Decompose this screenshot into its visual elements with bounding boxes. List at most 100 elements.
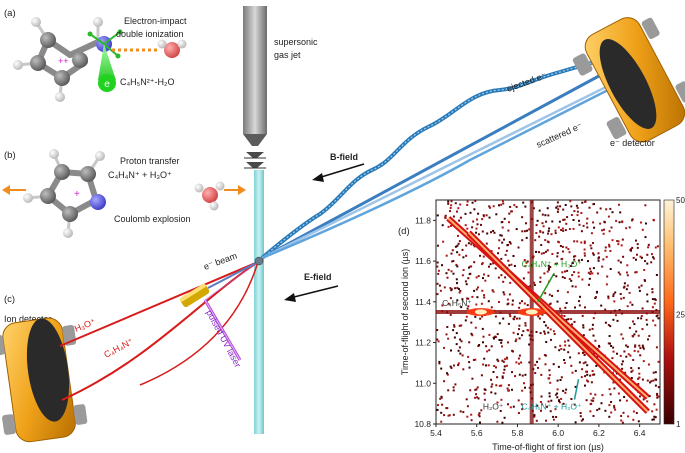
noise-pixel <box>534 239 537 242</box>
noise-pixel <box>656 396 659 399</box>
noise-pixel <box>489 206 492 209</box>
noise-pixel <box>616 319 619 322</box>
noise-pixel <box>522 330 525 333</box>
noise-pixel <box>535 331 538 333</box>
laser-label: pulsed UV laser <box>204 308 243 369</box>
noise-pixel <box>625 355 628 358</box>
noise-pixel <box>647 243 650 246</box>
noise-pixel <box>596 211 599 214</box>
y-tick-label: 11.2 <box>415 338 431 348</box>
noise-pixel <box>572 227 575 230</box>
noise-pixel <box>477 397 480 400</box>
noise-pixel <box>447 302 450 305</box>
noise-pixel <box>587 260 589 263</box>
ion-detector <box>0 317 88 443</box>
noise-pixel <box>636 253 638 256</box>
noise-pixel <box>523 382 525 385</box>
noise-pixel <box>539 230 542 233</box>
noise-pixel <box>457 349 460 352</box>
noise-pixel <box>627 415 630 418</box>
noise-pixel <box>584 200 586 203</box>
noise-pixel <box>608 243 611 246</box>
noise-pixel <box>646 262 649 265</box>
noise-pixel <box>443 346 445 349</box>
noise-pixel <box>652 371 655 374</box>
noise-pixel <box>653 403 656 406</box>
noise-pixel <box>545 419 547 422</box>
noise-pixel <box>437 244 439 247</box>
panel-b-reaction: C₄H₄N⁺ + H₃O⁺ <box>108 170 172 180</box>
noise-pixel <box>591 327 594 330</box>
noise-pixel <box>533 414 536 417</box>
noise-pixel <box>545 250 547 253</box>
noise-pixel <box>482 255 485 258</box>
noise-pixel <box>612 318 615 321</box>
noise-pixel <box>498 247 500 250</box>
noise-pixel <box>439 397 442 400</box>
noise-pixel <box>580 258 583 261</box>
noise-pixel <box>592 397 595 400</box>
noise-pixel <box>590 402 593 405</box>
noise-pixel <box>618 378 621 381</box>
noise-pixel <box>533 284 536 286</box>
noise-pixel <box>591 373 594 376</box>
noise-pixel <box>632 359 635 361</box>
annotation-label: C₄H₅N⁺ + H₂O⁺ <box>522 402 583 412</box>
noise-pixel <box>469 389 472 392</box>
noise-pixel <box>474 326 477 329</box>
noise-pixel <box>612 346 615 349</box>
noise-pixel <box>518 373 521 376</box>
noise-pixel <box>451 249 454 252</box>
noise-pixel <box>454 202 457 205</box>
noise-pixel <box>596 272 599 275</box>
noise-pixel <box>458 219 461 222</box>
noise-pixel <box>580 419 583 422</box>
noise-pixel <box>457 234 459 237</box>
noise-pixel <box>528 386 531 389</box>
noise-pixel <box>637 383 640 385</box>
noise-pixel <box>561 257 564 260</box>
noise-pixel <box>568 344 571 347</box>
noise-pixel <box>467 297 470 300</box>
noise-pixel <box>612 381 615 384</box>
noise-pixel <box>453 324 456 327</box>
noise-pixel <box>590 247 593 250</box>
noise-pixel <box>584 384 586 387</box>
noise-pixel <box>458 346 461 349</box>
noise-pixel <box>637 317 640 320</box>
noise-pixel <box>631 303 634 306</box>
noise-pixel <box>541 403 544 406</box>
coincidence-line <box>467 231 649 413</box>
noise-pixel <box>470 321 473 324</box>
noise-pixel <box>609 268 612 270</box>
noise-pixel <box>447 389 450 392</box>
noise-pixel <box>576 240 579 243</box>
noise-pixel <box>508 293 511 296</box>
noise-pixel <box>459 410 462 413</box>
noise-pixel <box>549 410 552 413</box>
noise-pixel <box>559 344 562 347</box>
noise-pixel <box>590 399 593 402</box>
noise-pixel <box>499 410 502 412</box>
noise-pixel <box>459 352 462 355</box>
noise-pixel <box>486 232 489 235</box>
noise-pixel <box>583 240 586 243</box>
noise-pixel <box>587 380 590 383</box>
noise-pixel <box>586 379 588 382</box>
noise-pixel <box>501 359 504 362</box>
noise-pixel <box>460 340 463 343</box>
noise-pixel <box>450 204 453 207</box>
noise-pixel <box>623 350 626 353</box>
jet-label-2: gas jet <box>274 50 301 60</box>
noise-pixel <box>518 337 521 340</box>
noise-pixel <box>638 286 641 289</box>
noise-pixel <box>509 205 512 208</box>
noise-pixel <box>462 411 465 414</box>
noise-pixel <box>586 373 589 376</box>
noise-pixel <box>563 359 566 361</box>
noise-pixel <box>459 289 462 292</box>
noise-pixel <box>621 221 624 224</box>
noise-pixel <box>486 350 489 353</box>
noise-pixel <box>439 289 442 292</box>
noise-pixel <box>462 269 465 271</box>
